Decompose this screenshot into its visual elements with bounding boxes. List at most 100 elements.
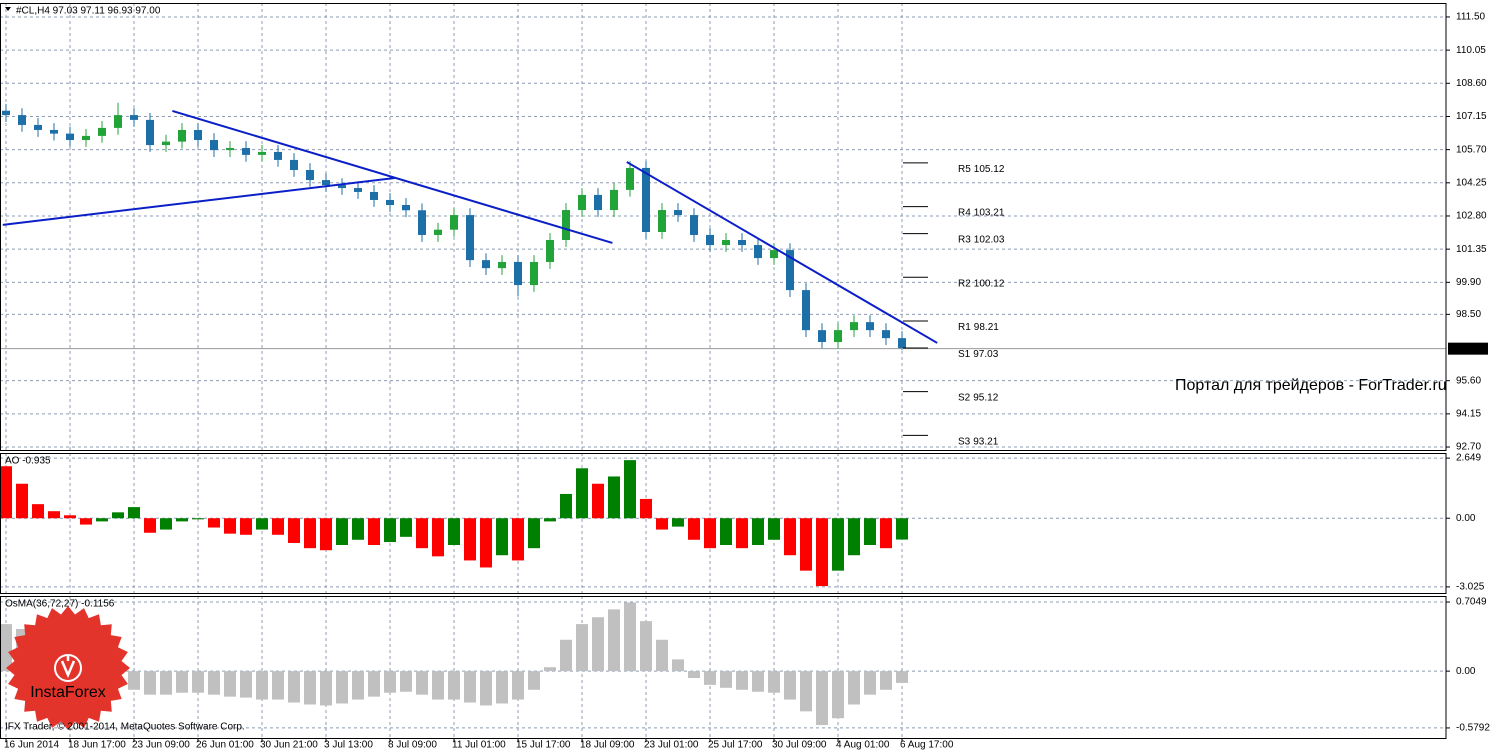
candle-body [594, 194, 602, 211]
candle-body [274, 151, 282, 160]
histogram-bar [80, 518, 92, 525]
histogram-bar [576, 624, 588, 672]
histogram-bar [448, 671, 460, 700]
histogram-bar [448, 518, 460, 546]
x-tick-label: 6 Aug 17:00 [900, 740, 954, 751]
histogram-bar [400, 671, 412, 692]
histogram-bar [896, 671, 908, 683]
last-price-box [1448, 342, 1488, 355]
y-tick-label: 98.50 [1456, 309, 1481, 320]
histogram-bar [688, 671, 700, 679]
panel-frame [0, 453, 1447, 594]
y-tick-label: 104.25 [1456, 177, 1487, 188]
histogram-bar [736, 671, 748, 690]
pivot-label: R2 100.12 [958, 278, 1005, 289]
candle-body [738, 239, 746, 246]
candle-body [338, 185, 346, 189]
histogram-bar [272, 671, 284, 700]
y-tick-label: 94.15 [1456, 408, 1481, 419]
histogram-bar [752, 671, 764, 692]
histogram-bar [128, 671, 140, 690]
x-tick-label: 11 Jul 01:00 [452, 740, 506, 751]
panel-title: OsMA(36,72,27) -0.1156 [5, 599, 115, 610]
pivot-value: 105.12 [974, 164, 1005, 175]
histogram-bar [656, 639, 668, 672]
histogram-bar [368, 518, 380, 546]
y-tick-label: 92.70 [1456, 442, 1481, 453]
histogram-bar [368, 671, 380, 697]
histogram-bar [192, 518, 204, 520]
histogram-bar [608, 609, 620, 672]
logo-badge [6, 606, 130, 730]
candle-body [754, 245, 762, 259]
logo: InstaForex [6, 606, 130, 730]
pivot-label: S2 95.12 [958, 392, 999, 403]
histogram-bar [880, 671, 892, 690]
histogram-bar [128, 507, 140, 519]
y-tick-label: 95.60 [1456, 375, 1481, 386]
histogram-bar [400, 518, 412, 537]
candle-body [130, 115, 138, 120]
candle-body [18, 115, 26, 125]
candle-body [98, 127, 106, 136]
candle-body [530, 261, 538, 286]
histogram-bar [304, 671, 316, 705]
candle-body [610, 189, 618, 211]
candle-body [674, 210, 682, 216]
y-tick-label: 2.649 [1456, 453, 1481, 464]
candle-body [658, 210, 666, 232]
histogram-bar [896, 518, 908, 540]
histogram-bar [528, 671, 540, 690]
x-tick-label: 4 Aug 01:00 [836, 740, 890, 751]
histogram-bar [784, 671, 796, 700]
histogram-bar [352, 671, 364, 700]
histogram-bar [480, 671, 492, 706]
candle-body [466, 215, 474, 261]
y-tick-label: 111.50 [1456, 12, 1486, 23]
candle-body [2, 110, 10, 116]
histogram-bar [464, 671, 476, 703]
histogram-bar [464, 518, 476, 561]
candle-body [322, 180, 330, 186]
pivot-label: S1 97.03 [958, 349, 999, 360]
candle-body [818, 330, 826, 343]
histogram-bar [144, 671, 156, 695]
histogram-bar [624, 602, 636, 672]
y-tick-label: 99.90 [1456, 277, 1481, 288]
candle-body [258, 151, 266, 155]
pivot-label: R4 103.21 [958, 207, 1005, 218]
histogram-bar [800, 518, 812, 571]
x-tick-label: 18 Jul 09:00 [580, 740, 635, 751]
histogram-bar [720, 518, 732, 546]
histogram-bar [112, 512, 124, 519]
histogram-bar [512, 671, 524, 700]
histogram-bar [672, 659, 684, 672]
histogram-bar [144, 518, 156, 533]
histogram-bar [656, 518, 668, 530]
histogram-bar [16, 483, 28, 519]
panel-frame [0, 3, 1447, 451]
histogram-bar [192, 671, 204, 693]
last-price-label: 97.00 [1456, 344, 1481, 355]
x-tick-label: 25 Jul 17:00 [708, 740, 763, 751]
pivot-name: S2 [958, 392, 971, 403]
y-tick-label: 105.70 [1456, 144, 1487, 155]
histogram-bar [832, 671, 844, 719]
histogram-bar [736, 518, 748, 549]
histogram-bar [608, 476, 620, 519]
histogram-bar [784, 518, 796, 556]
histogram-bar [336, 671, 348, 704]
candle-body [354, 188, 362, 192]
candle-body [434, 229, 442, 235]
candle-body [34, 124, 42, 130]
histogram-bar [768, 671, 780, 693]
candle-body [194, 129, 202, 141]
y-tick-label: 107.15 [1456, 111, 1487, 122]
histogram-bar [224, 671, 236, 697]
x-tick-label: 30 Jun 21:00 [260, 740, 318, 751]
candle-body [290, 159, 298, 170]
candle-body [482, 260, 490, 269]
x-tick-label: 23 Jun 09:00 [132, 740, 190, 751]
candle-body [578, 194, 586, 211]
